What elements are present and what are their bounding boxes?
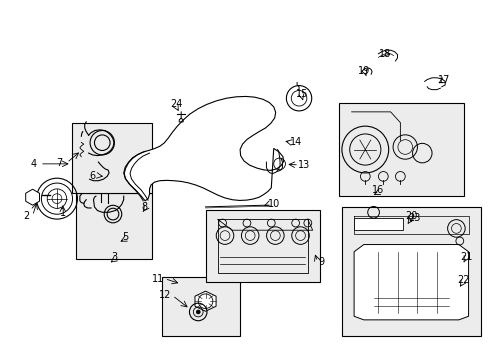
Text: 5: 5: [122, 232, 128, 242]
Text: 18: 18: [378, 49, 390, 59]
Text: 16: 16: [371, 185, 384, 195]
Text: 23: 23: [407, 213, 419, 222]
Bar: [76, 193, 152, 259]
Text: 8: 8: [142, 202, 147, 212]
Polygon shape: [195, 291, 216, 311]
Text: 21: 21: [460, 252, 472, 262]
Text: 6: 6: [89, 171, 95, 181]
Text: 12: 12: [159, 291, 171, 301]
Text: 19: 19: [357, 66, 369, 76]
Text: 24: 24: [170, 99, 182, 109]
Polygon shape: [26, 189, 40, 205]
Bar: [71, 123, 152, 193]
Bar: [162, 277, 239, 336]
Polygon shape: [124, 96, 283, 201]
Text: 4: 4: [31, 159, 37, 169]
Text: 20: 20: [404, 211, 416, 221]
Text: 15: 15: [295, 89, 307, 99]
Polygon shape: [353, 218, 402, 230]
Text: 3: 3: [111, 252, 117, 262]
Text: 1: 1: [60, 208, 66, 218]
Text: 11: 11: [151, 274, 163, 284]
Bar: [339, 103, 463, 196]
Circle shape: [196, 310, 200, 314]
Text: 10: 10: [267, 199, 279, 210]
Text: 7: 7: [56, 158, 62, 168]
Text: 2: 2: [23, 211, 30, 221]
Text: 13: 13: [297, 160, 309, 170]
Bar: [341, 207, 480, 336]
Text: 14: 14: [289, 138, 301, 147]
Polygon shape: [353, 244, 468, 320]
Text: 17: 17: [437, 75, 449, 85]
Text: 22: 22: [456, 275, 469, 285]
Bar: [205, 211, 319, 282]
Text: 9: 9: [318, 257, 324, 267]
